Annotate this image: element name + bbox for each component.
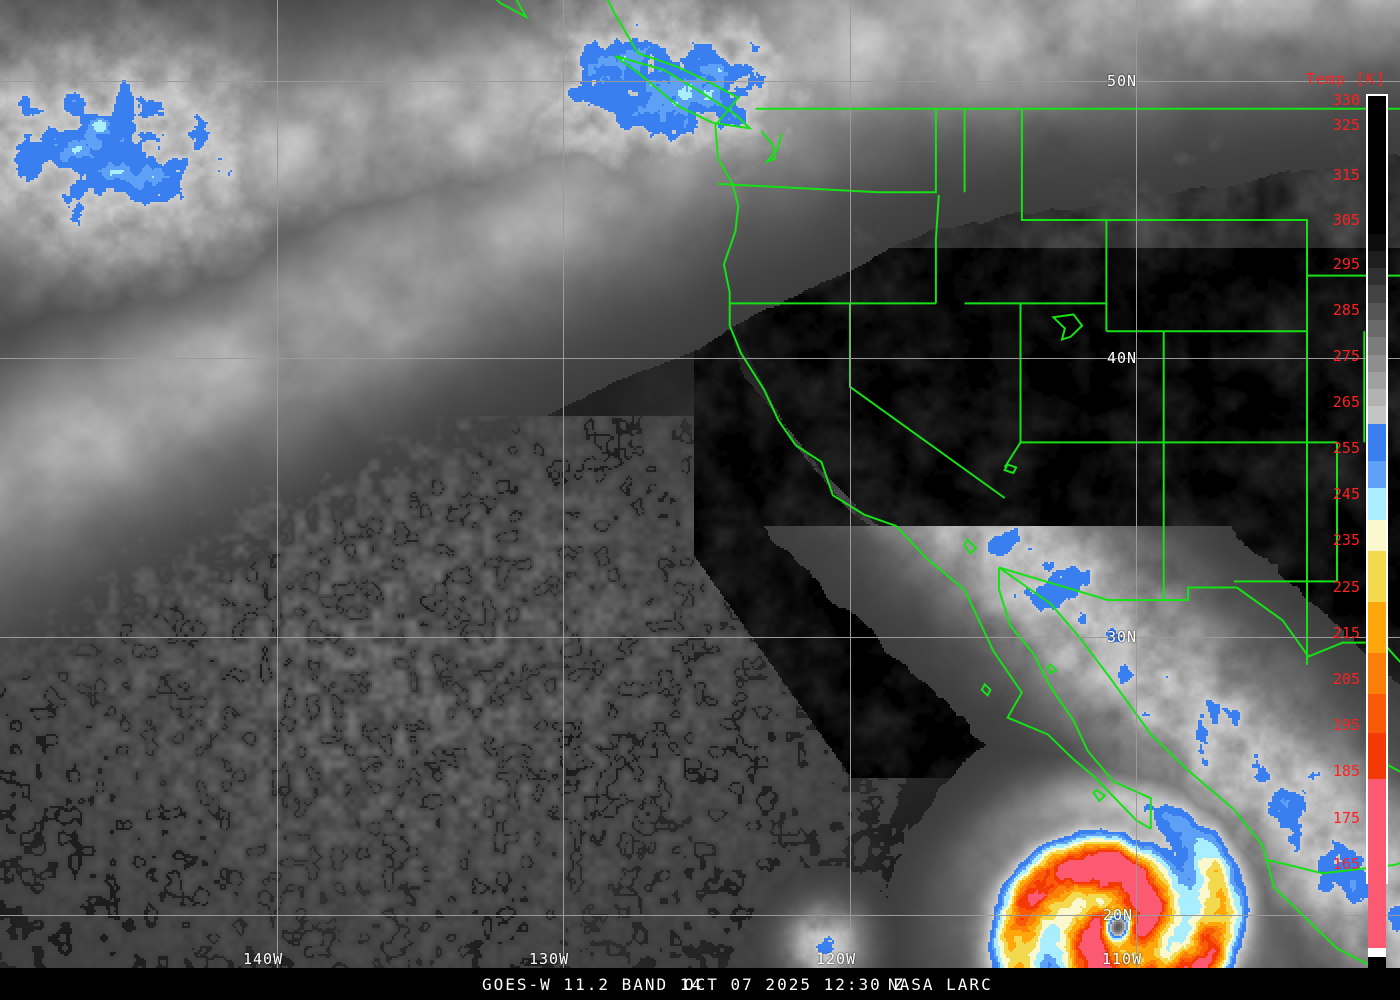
temperature-colorbar [1366, 94, 1388, 989]
colorbar-segment [1368, 461, 1386, 489]
colorbar-tick: 245 [1332, 485, 1360, 503]
colorbar-segment [1368, 354, 1386, 372]
colorbar-segment [1368, 268, 1386, 286]
colorbar-segment [1368, 319, 1386, 338]
caption-timestamp: OCT 07 2025 12:30 Z [684, 974, 906, 994]
colorbar-segment [1368, 250, 1386, 269]
colorbar-segment [1368, 693, 1386, 734]
colorbar-tick: 285 [1332, 301, 1360, 319]
colorbar-tick: 205 [1332, 670, 1360, 688]
colorbar-tick: 185 [1332, 762, 1360, 780]
colorbar-tick: 235 [1332, 531, 1360, 549]
graticule-meridian-label: 110W [1102, 950, 1143, 968]
colorbar-segment [1368, 96, 1386, 234]
colorbar-segment [1368, 653, 1386, 694]
colorbar-segment [1368, 602, 1386, 654]
colorbar-tick: 195 [1332, 716, 1360, 734]
colorbar-tick: 295 [1332, 255, 1360, 273]
colorbar-segment [1368, 406, 1386, 424]
satellite-raster [0, 0, 1400, 968]
infrared-brightness-canvas [0, 0, 1400, 968]
graticule-parallel-label: 30N [1107, 628, 1138, 646]
colorbar-tick: 175 [1332, 809, 1360, 827]
colorbar-segment [1368, 550, 1386, 603]
colorbar-title: Temp [K] [1305, 70, 1386, 88]
colorbar-segment [1368, 285, 1386, 303]
colorbar-tick: 165 [1332, 855, 1360, 873]
colorbar-tick: 215 [1332, 624, 1360, 642]
colorbar-segment [1368, 371, 1386, 390]
graticule-parallel-label: 50N [1107, 72, 1138, 90]
colorbar-segment [1368, 389, 1386, 407]
graticule-meridian-label: 120W [816, 950, 857, 968]
colorbar-segment [1368, 337, 1386, 355]
graticule-meridian-label: 140W [243, 950, 284, 968]
colorbar-tick: 225 [1332, 578, 1360, 596]
caption-satellite-band: GOES-W 11.2 BAND 14 [482, 974, 704, 994]
colorbar-tick: 305 [1332, 211, 1360, 229]
colorbar-segment [1368, 233, 1386, 251]
caption-credit: NASA LARC [888, 974, 993, 994]
graticule-meridian-label: 130W [529, 950, 570, 968]
graticule-parallel-label: 40N [1107, 349, 1138, 367]
colorbar-tick: 255 [1332, 439, 1360, 457]
graticule-parallel-label: 20N [1103, 906, 1134, 924]
colorbar-tick: 275 [1332, 347, 1360, 365]
colorbar-segment [1368, 488, 1386, 520]
colorbar-tick: 265 [1332, 393, 1360, 411]
colorbar-segment [1368, 778, 1386, 948]
colorbar-tick: 315 [1332, 166, 1360, 184]
colorbar-segment [1368, 733, 1386, 779]
colorbar-tick: 330 [1332, 91, 1360, 109]
colorbar-segment [1368, 519, 1386, 551]
colorbar-segment [1368, 423, 1386, 462]
colorbar-segment [1368, 302, 1386, 320]
caption-bar: GOES-W 11.2 BAND 14 OCT 07 2025 12:30 Z … [0, 968, 1400, 1000]
colorbar-segment [1368, 947, 1386, 958]
colorbar-tick: 325 [1332, 116, 1360, 134]
